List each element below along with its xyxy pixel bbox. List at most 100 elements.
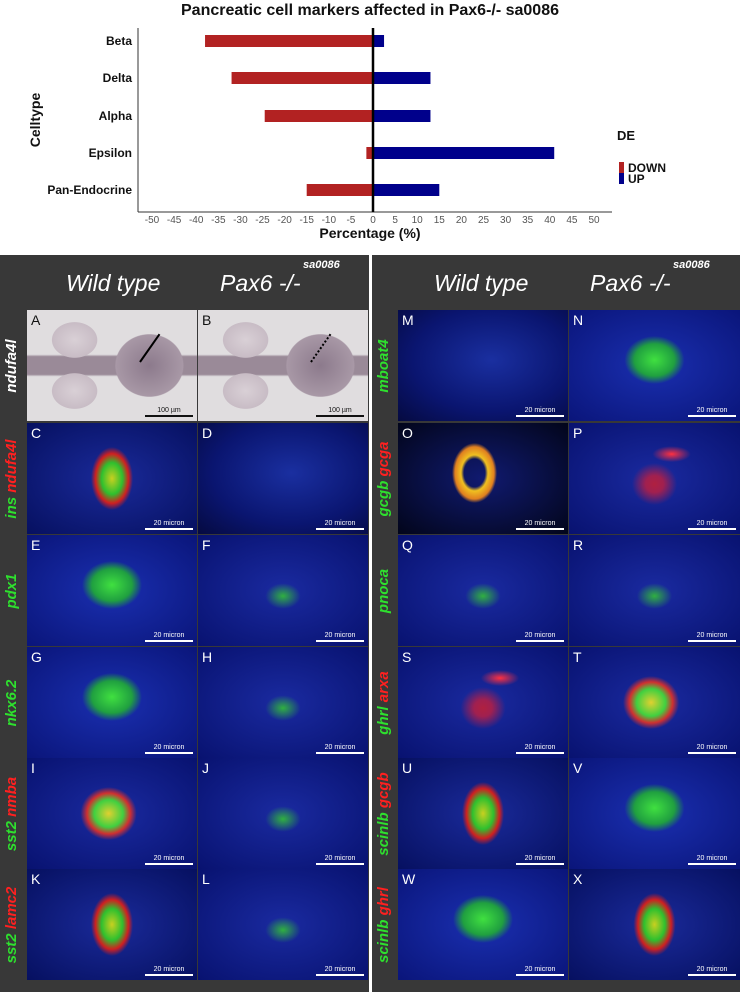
panel-letter: D [202,425,213,441]
image-panel-J: J 20 micron [198,758,368,869]
scale-bar: 20 micron [516,631,564,642]
scale-bar: 20 micron [688,965,736,976]
arrow-icon [310,333,332,363]
image-panel-Q: Q 20 micron [398,535,568,646]
scale-bar: 20 micron [688,406,736,417]
chart-title: Pancreatic cell markers affected in Pax6… [181,2,559,19]
panel-letter: V [573,760,583,776]
marker-name: ndufa4l [3,339,20,393]
header-wild-type: Wild type [434,270,529,296]
marker-name: ghrl [375,702,392,735]
bar-up [373,147,555,159]
x-tick-label: 50 [588,215,600,226]
marker-name: sst2 [3,816,20,852]
row-marker-label: mboat4 [375,310,399,422]
y-axis-label: Celltype [27,93,43,148]
image-panel-A: A 100 µm [27,310,197,421]
image-panel-S: S 20 micron [398,647,568,758]
y-tick-label: Pan-Endocrine [47,183,132,197]
panel-letter: X [573,871,583,887]
scale-bar: 20 micron [516,743,564,754]
row-marker-label: ghrl arxa [375,647,399,759]
row-marker-label: gcgb gcga [375,423,399,535]
row-marker-label: ndufa4l [3,310,27,422]
header-pax6-mutant: Pax6 -/- [590,270,671,296]
x-tick-label: -30 [233,215,248,226]
legend-title: DE [617,128,635,143]
x-tick-label: -40 [189,215,204,226]
row-marker-label: scinlb ghrl [375,869,399,981]
panel-letter: F [202,537,211,553]
scale-bar: 20 micron [145,965,193,976]
image-panel-R: R 20 micron [569,535,740,646]
image-panel-B: B 100 µm [198,310,368,421]
header-pax6-mutant: Pax6 -/- [220,270,301,296]
image-panel-X: X 20 micron [569,869,740,980]
marker-name: gcgb [375,772,392,809]
row-marker-label: scinlb gcgb [375,758,399,870]
image-panel-N: N 20 micron [569,310,740,421]
header-wild-type: Wild type [66,270,161,296]
scale-bar: 20 micron [316,965,364,976]
panel-letter: K [31,871,41,887]
x-axis-label: Percentage (%) [319,225,420,241]
scale-bar: 20 micron [145,854,193,865]
scale-bar: 100 µm [145,406,193,417]
y-tick-label: Beta [106,34,132,48]
image-panel-C: C 20 micron [27,423,197,534]
legend-label: UP [628,172,645,186]
bar-up [373,110,431,122]
image-panel-K: K 20 micron [27,869,197,980]
image-panel-I: I 20 micron [27,758,197,869]
scale-bar: 20 micron [316,631,364,642]
panel-letter: B [202,312,212,328]
x-tick-label: -10 [322,215,337,226]
x-tick-label: -15 [299,215,314,226]
x-tick-label: -50 [145,215,160,226]
x-tick-label: 30 [500,215,512,226]
marker-name: ins [3,492,20,519]
bar-down [264,110,373,122]
x-tick-label: 0 [370,215,376,226]
panel-letter: H [202,649,213,665]
marker-name: pnoca [375,568,392,614]
image-panel-H: H 20 micron [198,647,368,758]
image-panel-F: F 20 micron [198,535,368,646]
panel-letter: G [31,649,42,665]
x-tick-label: 25 [478,215,490,226]
marker-name: arxa [375,671,392,703]
panel-letter: U [402,760,413,776]
image-panel-M: M 20 micron [398,310,568,421]
panel-letter: C [31,425,42,441]
scale-bar: 20 micron [316,743,364,754]
panel-letter: O [402,425,413,441]
scale-bar: 20 micron [688,743,736,754]
x-tick-label: -5 [346,215,355,226]
x-tick-label: 15 [434,215,446,226]
row-marker-label: pdx1 [3,535,27,647]
panel-letter: E [31,537,41,553]
bar-chart: Pancreatic cell markers affected in Pax6… [27,2,666,241]
legend-swatch [619,173,624,184]
panel-letter: I [31,760,35,776]
y-tick-label: Alpha [99,109,133,123]
arrow-icon [139,333,161,363]
marker-name: gcga [375,441,392,477]
scale-bar: 20 micron [145,631,193,642]
scale-bar: 20 micron [516,519,564,530]
scale-bar: 20 micron [688,631,736,642]
x-tick-label: -20 [277,215,292,226]
row-marker-label: nkx6.2 [3,647,27,759]
x-tick-label: 35 [522,215,534,226]
bar-down [306,184,373,196]
bar-up [373,184,440,196]
image-panel-O: O 20 micron [398,423,568,534]
marker-name: scinlb [375,808,392,856]
bar-down [205,35,373,47]
panel-letter: M [402,312,414,328]
image-panel-E: E 20 micron [27,535,197,646]
image-panel-T: T 20 micron [569,647,740,758]
image-panel-U: U 20 micron [398,758,568,869]
scale-bar: 20 micron [516,965,564,976]
y-tick-label: Delta [103,71,133,85]
